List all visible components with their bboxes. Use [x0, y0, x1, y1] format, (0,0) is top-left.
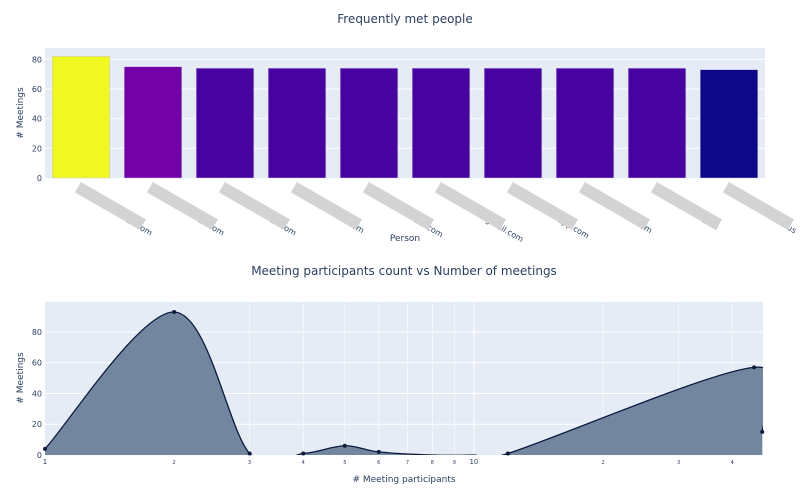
redaction-box — [219, 182, 290, 230]
chart-title: Frequently met people — [337, 12, 473, 26]
bar — [483, 67, 543, 179]
x-tick-label-group: mo.us — [723, 182, 798, 235]
x-tick-label: 10 — [469, 458, 478, 466]
x-tick-label: 9 — [453, 460, 456, 466]
y-tick-labels: 0 20 40 60 80 — [32, 328, 42, 460]
bar — [555, 67, 615, 179]
y-tick-label: 40 — [32, 389, 42, 398]
bar — [195, 67, 255, 179]
x-tick-label: 4 — [731, 460, 734, 466]
x-tick-label: 1 — [43, 458, 47, 466]
y-tick-label: 20 — [32, 420, 42, 429]
chart-title: Meeting participants count vs Number of … — [251, 264, 557, 278]
y-tick-label: 60 — [32, 359, 42, 368]
x-tick-label: 3 — [677, 460, 680, 466]
redaction-box — [75, 182, 146, 230]
bar — [51, 56, 111, 179]
bar — [411, 67, 471, 179]
y-tick-label: 40 — [32, 115, 42, 124]
data-point — [43, 446, 47, 451]
data-points — [43, 309, 765, 456]
area-chart: Meeting participants count vs Number of … — [16, 264, 765, 485]
bars — [51, 56, 759, 179]
redaction-box — [435, 182, 506, 230]
redaction-box — [651, 182, 722, 230]
data-point — [342, 443, 347, 448]
bar — [627, 67, 687, 179]
x-tick-label: 2 — [601, 460, 604, 466]
y-tick-label: 60 — [32, 85, 42, 94]
bar — [339, 67, 399, 179]
bar — [699, 69, 759, 179]
redaction-box — [579, 182, 650, 230]
y-axis-title: # Meetings — [16, 87, 26, 139]
x-tick-labels: ail.comail.comail.comil.comder.comgmail.… — [75, 182, 798, 244]
x-tick-label-group: ail.com — [75, 182, 154, 238]
data-point — [172, 309, 177, 314]
data-point — [760, 429, 765, 434]
x-tick-label-group: ail.com — [147, 182, 226, 238]
y-tick-label: 80 — [32, 328, 42, 337]
y-tick-label: 20 — [32, 144, 42, 153]
x-tick-label: 6 — [377, 460, 380, 466]
x-axis-title: Person — [390, 234, 420, 244]
x-tick-label: 3 — [248, 460, 251, 466]
x-axis-title: # Meeting participants — [352, 475, 455, 485]
data-point — [505, 451, 510, 456]
x-tick-label-group: der.com — [363, 182, 445, 239]
x-tick-label-group: il.com — [579, 182, 654, 235]
data-point — [752, 365, 757, 370]
y-tick-label: 80 — [32, 55, 42, 64]
redaction-box — [147, 182, 218, 230]
bar — [267, 67, 327, 179]
y-axis-title: # Meetings — [16, 352, 26, 404]
data-point — [376, 449, 381, 454]
y-tick-label: 0 — [37, 174, 42, 183]
x-tick-label: 4 — [302, 460, 305, 466]
area-fill — [45, 311, 763, 455]
x-tick-label: 8 — [431, 460, 434, 466]
data-point — [301, 451, 306, 456]
redaction-box — [291, 182, 362, 230]
y-tick-labels: 0 20 40 60 80 — [32, 55, 42, 183]
redaction-box — [507, 182, 578, 230]
x-tick-label-group: ail.com — [219, 182, 298, 238]
data-point — [247, 451, 252, 456]
x-tick-label: 7 — [406, 460, 409, 466]
x-tick-labels: 1 2 3 4 5 6 7 8 9 10 2 3 4 — [43, 458, 734, 466]
x-tick-label-group: il.com — [291, 182, 366, 235]
x-tick-label: 2 — [173, 460, 176, 466]
redaction-box — [723, 182, 794, 230]
y-tick-label: 0 — [37, 451, 42, 460]
x-tick-label-group: at.ai — [651, 182, 722, 232]
x-tick-label: 5 — [343, 460, 346, 466]
bar — [123, 66, 183, 179]
redaction-box — [363, 182, 434, 230]
